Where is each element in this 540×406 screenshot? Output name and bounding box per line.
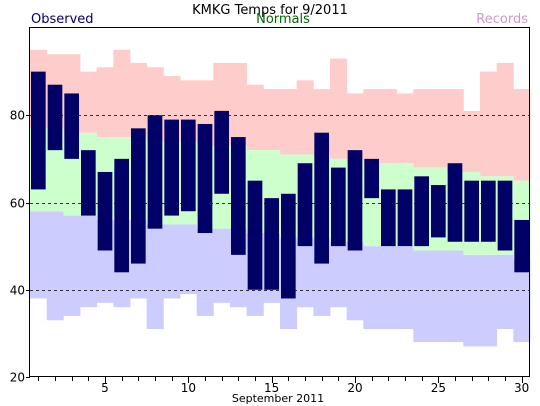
observed-bar (114, 158, 129, 273)
observed-bar (47, 84, 63, 151)
observed-bar (364, 158, 379, 199)
observed-bar (147, 115, 163, 229)
x-tick-label: 15 (264, 381, 279, 395)
y-tick-label: 60 (10, 197, 25, 211)
record-high-bar (380, 89, 398, 164)
record-low-bar (180, 224, 198, 295)
observed-bar (481, 180, 496, 242)
y-tick-label: 20 (10, 371, 25, 385)
observed-bar (514, 219, 529, 273)
record-low-bar (430, 250, 448, 343)
record-high-bar (80, 71, 98, 133)
record-low-bar (380, 246, 398, 330)
record-low-bar (330, 241, 348, 308)
y-tick-label: 80 (10, 109, 25, 123)
observed-layer (31, 71, 529, 299)
observed-bar (347, 150, 363, 251)
observed-bar (314, 132, 329, 264)
legend-records: Records (476, 12, 528, 27)
record-low-bar (363, 246, 381, 330)
record-low-bar (513, 259, 531, 343)
record-low-bar (480, 254, 498, 347)
observed-bar (381, 189, 396, 247)
observed-bar (397, 189, 413, 247)
x-tick-label: 10 (181, 381, 196, 395)
record-low-bar (346, 241, 364, 321)
record-high-bar (246, 84, 264, 151)
observed-bar (431, 185, 446, 238)
record-high-bar (446, 89, 464, 172)
record-low-bar (213, 228, 231, 303)
observed-bar (331, 167, 346, 247)
record-high-bar (280, 89, 298, 155)
observed-bar (414, 176, 429, 247)
record-low-bar (496, 254, 514, 330)
observed-bar (164, 119, 179, 216)
observed-bar (264, 198, 279, 290)
observed-bar (31, 71, 46, 190)
record-low-bar (413, 250, 431, 343)
observed-bar (97, 171, 113, 251)
observed-bar (464, 180, 479, 242)
observed-bar (197, 123, 213, 234)
legend-normals: Normals (256, 12, 310, 27)
plot-frame (29, 27, 530, 377)
observed-bar (214, 110, 229, 194)
record-low-bar (296, 237, 314, 308)
record-high-bar (430, 89, 448, 168)
observed-bar (64, 93, 79, 159)
record-high-bar (330, 58, 348, 159)
record-low-bar (146, 224, 164, 330)
record-high-bar (130, 62, 148, 138)
axes: 20 40 60 80 5 10 15 20 25 30 (10, 109, 530, 396)
record-high-bar (480, 71, 498, 177)
record-high-bar (513, 89, 531, 181)
observed-bar (131, 128, 146, 264)
record-high-bar (496, 62, 514, 177)
x-axis-label: September 2011 (232, 392, 324, 405)
x-tick-label: 5 (101, 381, 109, 395)
record-high-bar (296, 80, 314, 155)
record-low-bar (463, 254, 481, 347)
record-high-bar (263, 89, 281, 151)
y-tick-label: 40 (10, 284, 25, 298)
observed-bar (281, 193, 296, 299)
observed-bar (447, 163, 463, 242)
observed-bar (181, 119, 196, 212)
record-high-bar (230, 62, 248, 146)
x-tick-label: 30 (514, 381, 529, 395)
record-low-bar (163, 224, 181, 299)
record-high-bar (346, 93, 364, 159)
record-low-bar (30, 211, 48, 299)
observed-bar (497, 180, 513, 251)
record-high-bar (113, 49, 131, 138)
record-low-bar (63, 215, 81, 316)
observed-bar (247, 180, 263, 290)
chart-title: KMKG Temps for 9/2011 (192, 3, 348, 18)
record-high-bar (96, 67, 114, 138)
observed-bar (297, 163, 313, 247)
record-low-bar (196, 228, 214, 316)
legend-observed: Observed (31, 12, 94, 27)
record-high-bar (396, 93, 414, 164)
record-low-bar (446, 250, 464, 343)
record-low-bar (46, 211, 64, 321)
observed-bar (231, 137, 246, 255)
gridlines (30, 115, 530, 291)
x-tick-label: 25 (431, 381, 446, 395)
record-low-bar (396, 246, 414, 330)
x-tick-label: 20 (347, 381, 362, 395)
observed-bar (81, 150, 96, 216)
record-high-bar (413, 89, 431, 168)
record-high-bar (463, 110, 481, 172)
record-high-bar (363, 89, 381, 164)
record-low-bar (80, 215, 98, 308)
